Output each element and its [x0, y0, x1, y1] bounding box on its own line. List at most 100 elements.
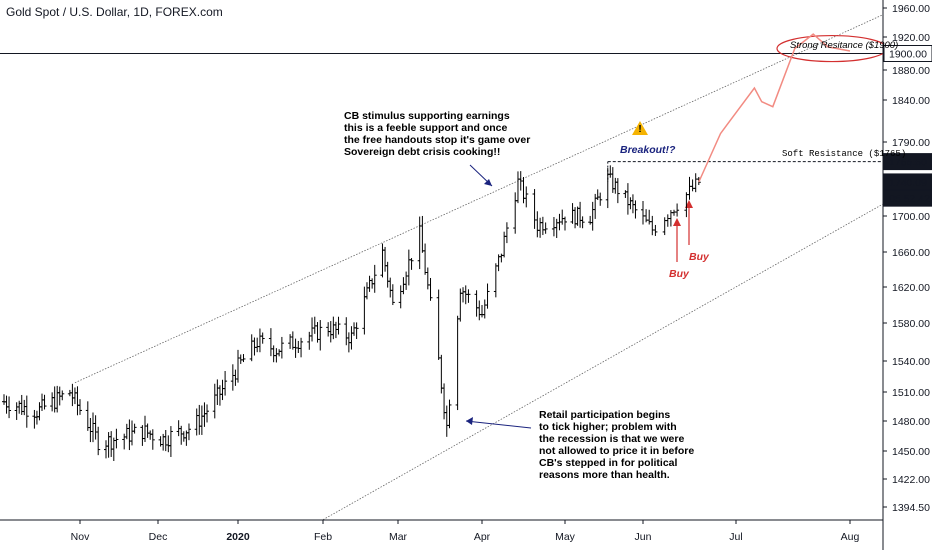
time-tick-label: Feb — [314, 531, 332, 543]
price-label-text: 1900.00 — [889, 49, 927, 61]
price-bar — [504, 222, 509, 244]
price-bar — [238, 354, 243, 364]
time-tick-label: Jul — [729, 531, 742, 543]
price-bar — [72, 387, 77, 405]
price-tick-label: 1700.00 — [892, 211, 930, 223]
price-bar — [212, 383, 217, 419]
time-tick-label: Jun — [635, 531, 652, 543]
price-bar — [477, 300, 482, 321]
price-bar — [17, 400, 22, 414]
price-bar — [257, 328, 262, 353]
price-bar — [417, 216, 422, 270]
price-bar — [461, 287, 466, 303]
price-bar — [615, 178, 620, 204]
price-bar — [538, 217, 543, 238]
price-bar — [687, 176, 692, 200]
price-bar — [390, 284, 395, 306]
price-bar — [560, 209, 565, 225]
price-bar — [388, 277, 393, 298]
price-bar — [524, 186, 529, 208]
price-bar — [573, 207, 578, 229]
price-bar — [88, 417, 93, 443]
time-tick-label: Apr — [474, 531, 491, 543]
price-bar — [217, 385, 222, 406]
channel-lower-line — [322, 179, 927, 521]
price-bar — [124, 423, 129, 440]
buy-arrow-2-head — [685, 200, 693, 208]
time-tick-label: Dec — [149, 531, 168, 543]
annotation-breakout: Breakout!? — [620, 144, 676, 156]
price-bar — [362, 286, 367, 335]
price-bar — [163, 429, 168, 452]
warning-icon — [632, 121, 648, 135]
price-bar — [312, 316, 317, 334]
price-bar — [104, 440, 108, 459]
arrow-retail-head — [466, 417, 473, 425]
price-bar — [598, 192, 603, 206]
price-bar — [215, 379, 220, 406]
price-bar — [2, 394, 6, 405]
price-bar — [148, 430, 153, 440]
price-bar — [326, 322, 331, 337]
price-bar — [34, 410, 39, 425]
price-bar — [665, 214, 670, 227]
price-bar — [140, 425, 145, 446]
price-bar — [482, 299, 487, 319]
price-bar — [354, 322, 359, 340]
price-label-box — [883, 153, 932, 171]
price-bar — [166, 435, 171, 453]
price-bar — [578, 201, 583, 228]
price-bar — [181, 431, 186, 442]
price-bar — [535, 211, 540, 238]
price-bar — [130, 420, 134, 446]
price-bars — [2, 165, 701, 462]
price-axis: 1960.00 1920.00 1880.00 1840.00 1790.00 1700.… — [882, 0, 932, 550]
price-bar — [447, 399, 452, 429]
price-bar — [633, 200, 638, 219]
price-bar — [608, 165, 613, 178]
price-bar — [444, 405, 449, 437]
price-bar — [78, 399, 82, 415]
price-bar — [401, 277, 406, 295]
annotation-stimulus: CB stimulus supporting earnings this is … — [344, 110, 531, 158]
price-bar — [428, 277, 433, 301]
price-bar — [628, 197, 633, 210]
price-bar — [344, 317, 349, 346]
arrow-retail — [465, 420, 532, 429]
price-bar — [220, 379, 225, 401]
price-bar — [693, 173, 698, 193]
projection-line — [698, 33, 851, 183]
price-bar — [32, 409, 37, 429]
price-bar — [502, 231, 507, 258]
price-bar — [127, 419, 132, 451]
price-bar — [515, 171, 520, 204]
price-tick-label: 1394.50 — [892, 502, 930, 514]
price-bar — [580, 216, 585, 229]
time-tick-label: Mar — [389, 531, 408, 543]
price-bar — [675, 203, 680, 217]
buy-label-1: Buy — [669, 268, 689, 280]
price-bar — [50, 392, 55, 412]
price-bar — [575, 206, 580, 226]
price-bar — [328, 321, 333, 343]
price-tick-label: 1880.00 — [892, 65, 930, 77]
price-bar — [425, 267, 430, 290]
price-bar — [249, 334, 254, 362]
chart-title: Gold Spot / U.S. Dollar, 1D, FOREX.com — [6, 5, 223, 19]
price-bar — [290, 331, 295, 350]
price-bar — [662, 217, 667, 236]
price-bar — [60, 390, 65, 401]
price-bar — [37, 402, 42, 421]
price-bar — [455, 315, 460, 411]
price-bar — [543, 222, 548, 234]
price-tick-label: 1450.00 — [892, 446, 930, 458]
price-tick-label: 1620.00 — [892, 282, 930, 294]
price-tick-label: 1840.00 — [892, 95, 930, 107]
time-tick-label: 2020 — [226, 531, 250, 543]
price-bar — [653, 224, 658, 236]
strong-resistance-label: Strong Resitance ($1900) — [790, 40, 899, 51]
price-bar — [114, 428, 119, 449]
price-label-text: 1740.09 — [889, 177, 927, 189]
price-axis-bg — [883, 0, 932, 550]
